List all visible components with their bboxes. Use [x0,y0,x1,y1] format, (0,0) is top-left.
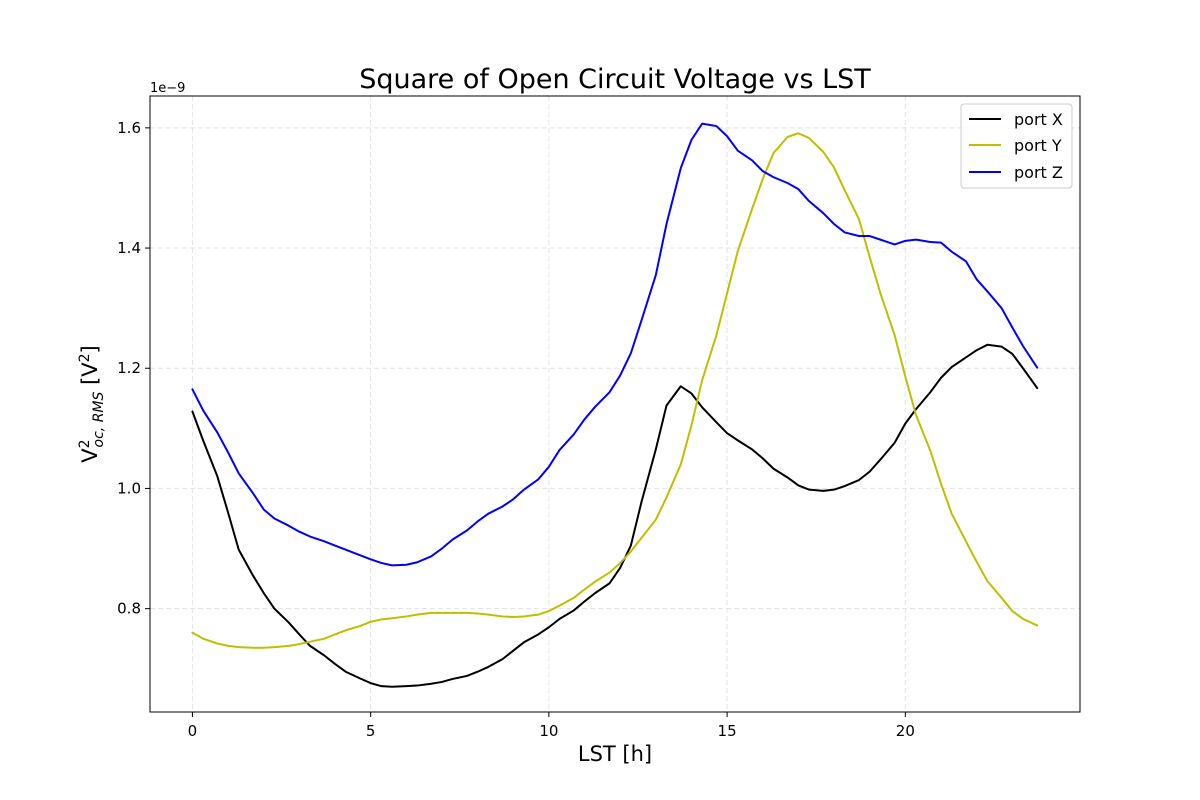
y-axis-label-unit: [V [78,362,102,392]
x-axis-label: LST [h] [578,742,652,766]
y-tick-label: 1.4 [117,239,141,257]
x-tick-label: 10 [539,722,558,740]
y-tick-label: 1.2 [117,359,141,377]
y-tick-label: 0.8 [117,600,141,618]
x-tick-label: 0 [188,722,198,740]
legend-label-port-z: port Z [1014,163,1063,182]
y-axis-label: V2oc, RMS [V2] [77,345,107,463]
y-tick-label: 1.0 [117,479,141,497]
x-tick-label: 15 [718,722,737,740]
legend-label-port-x: port X [1014,110,1063,129]
legend: port X port Y port Z [960,103,1073,189]
legend-label-port-y: port Y [1014,136,1062,155]
y-axis-label-base: V [78,448,102,463]
y-axis-label-sub: oc, RMS [91,391,107,447]
y-axis-ticks: 0.8 1.0 1.2 1.4 1.6 [117,119,150,618]
series-line-port-x [191,343,1039,688]
y-tick-label: 1.6 [117,119,141,137]
chart-title: Square of Open Circuit Voltage vs LST [359,64,871,95]
y-axis-label-unit-close: ] [78,345,102,353]
plot-frame [149,95,1081,713]
grid-lines [150,96,1080,712]
y-axis-label-sup: 2 [77,439,93,448]
x-tick-label: 20 [896,722,915,740]
y-axis-label-unit-sup: 2 [77,353,93,362]
legend-box [960,103,1073,189]
series-line-port-y [191,132,1039,649]
series-lines [191,122,1039,688]
y-offset-label: 1e−9 [150,81,185,96]
series-line-port-z [191,122,1039,567]
x-axis-ticks: 0 5 10 15 20 [188,712,915,740]
x-tick-label: 5 [366,722,376,740]
